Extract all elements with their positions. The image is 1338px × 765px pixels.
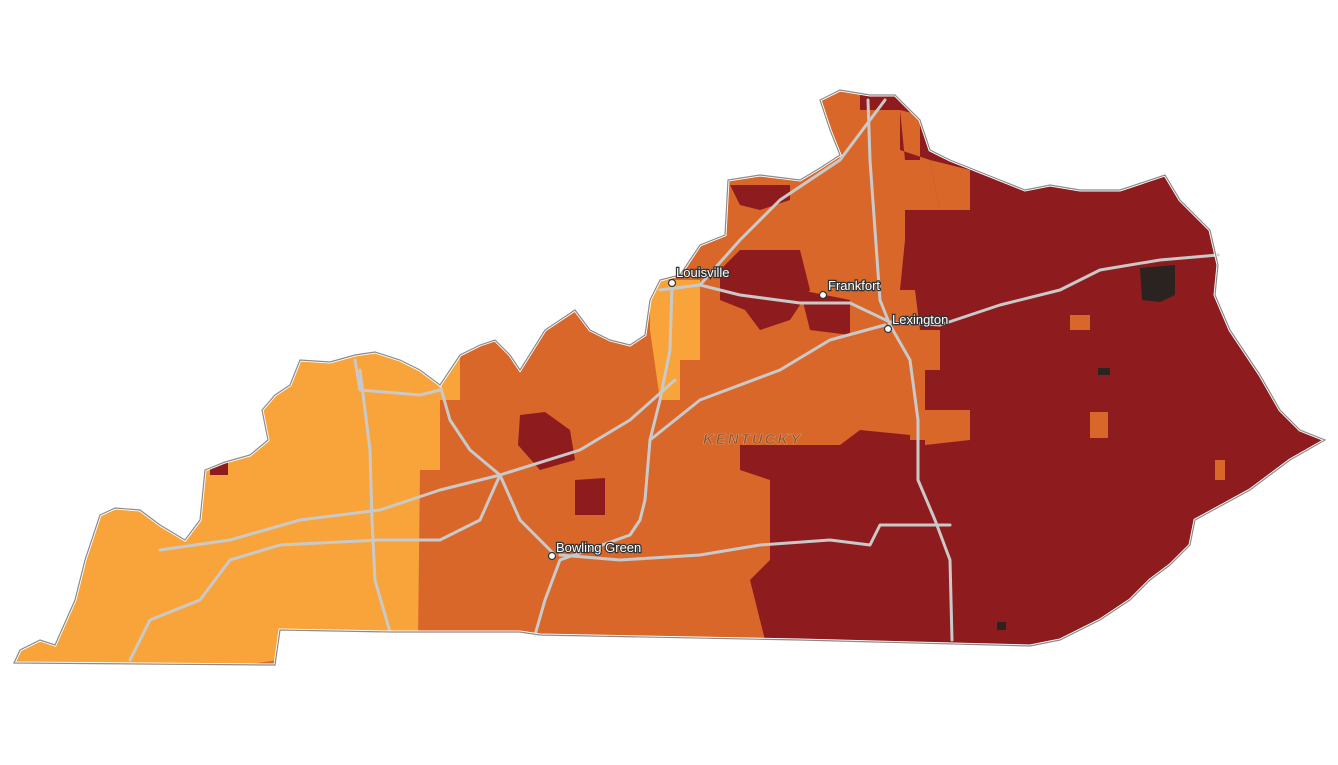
road-i64 (658, 253, 1220, 327)
city-label: Frankfort (828, 278, 880, 293)
road-parkway-west (158, 378, 677, 552)
road-western-ky-pkwy (438, 383, 557, 557)
city-marker-icon (667, 278, 677, 288)
road-parkway-southwest (128, 473, 502, 662)
city-bowling-green[interactable]: Bowling Green (547, 539, 642, 561)
class-highest-patches (997, 265, 1175, 630)
city-label: Bowling Green (556, 540, 641, 555)
road-i65 (533, 283, 674, 637)
road-i71 (698, 98, 887, 287)
city-frankfort[interactable]: Frankfort (818, 277, 882, 300)
city-label: Louisville (676, 265, 729, 280)
road-i24 (358, 368, 392, 634)
interstate-roads (128, 98, 1220, 662)
city-marker-icon (818, 290, 828, 300)
city-marker-icon (547, 551, 557, 561)
city-marker-icon (883, 324, 893, 334)
city-louisville[interactable]: Louisville (667, 264, 731, 288)
city-lexington[interactable]: Lexington (883, 311, 950, 334)
road-bluegrass-pkwy (648, 323, 887, 442)
road-cumberland-pkwy (558, 523, 952, 562)
road-north-west (353, 358, 442, 397)
class-mid-patches (925, 160, 1225, 480)
city-label: Lexington (892, 312, 948, 327)
state-label: KENTUCKY (703, 431, 802, 448)
road-i75 (866, 98, 954, 642)
